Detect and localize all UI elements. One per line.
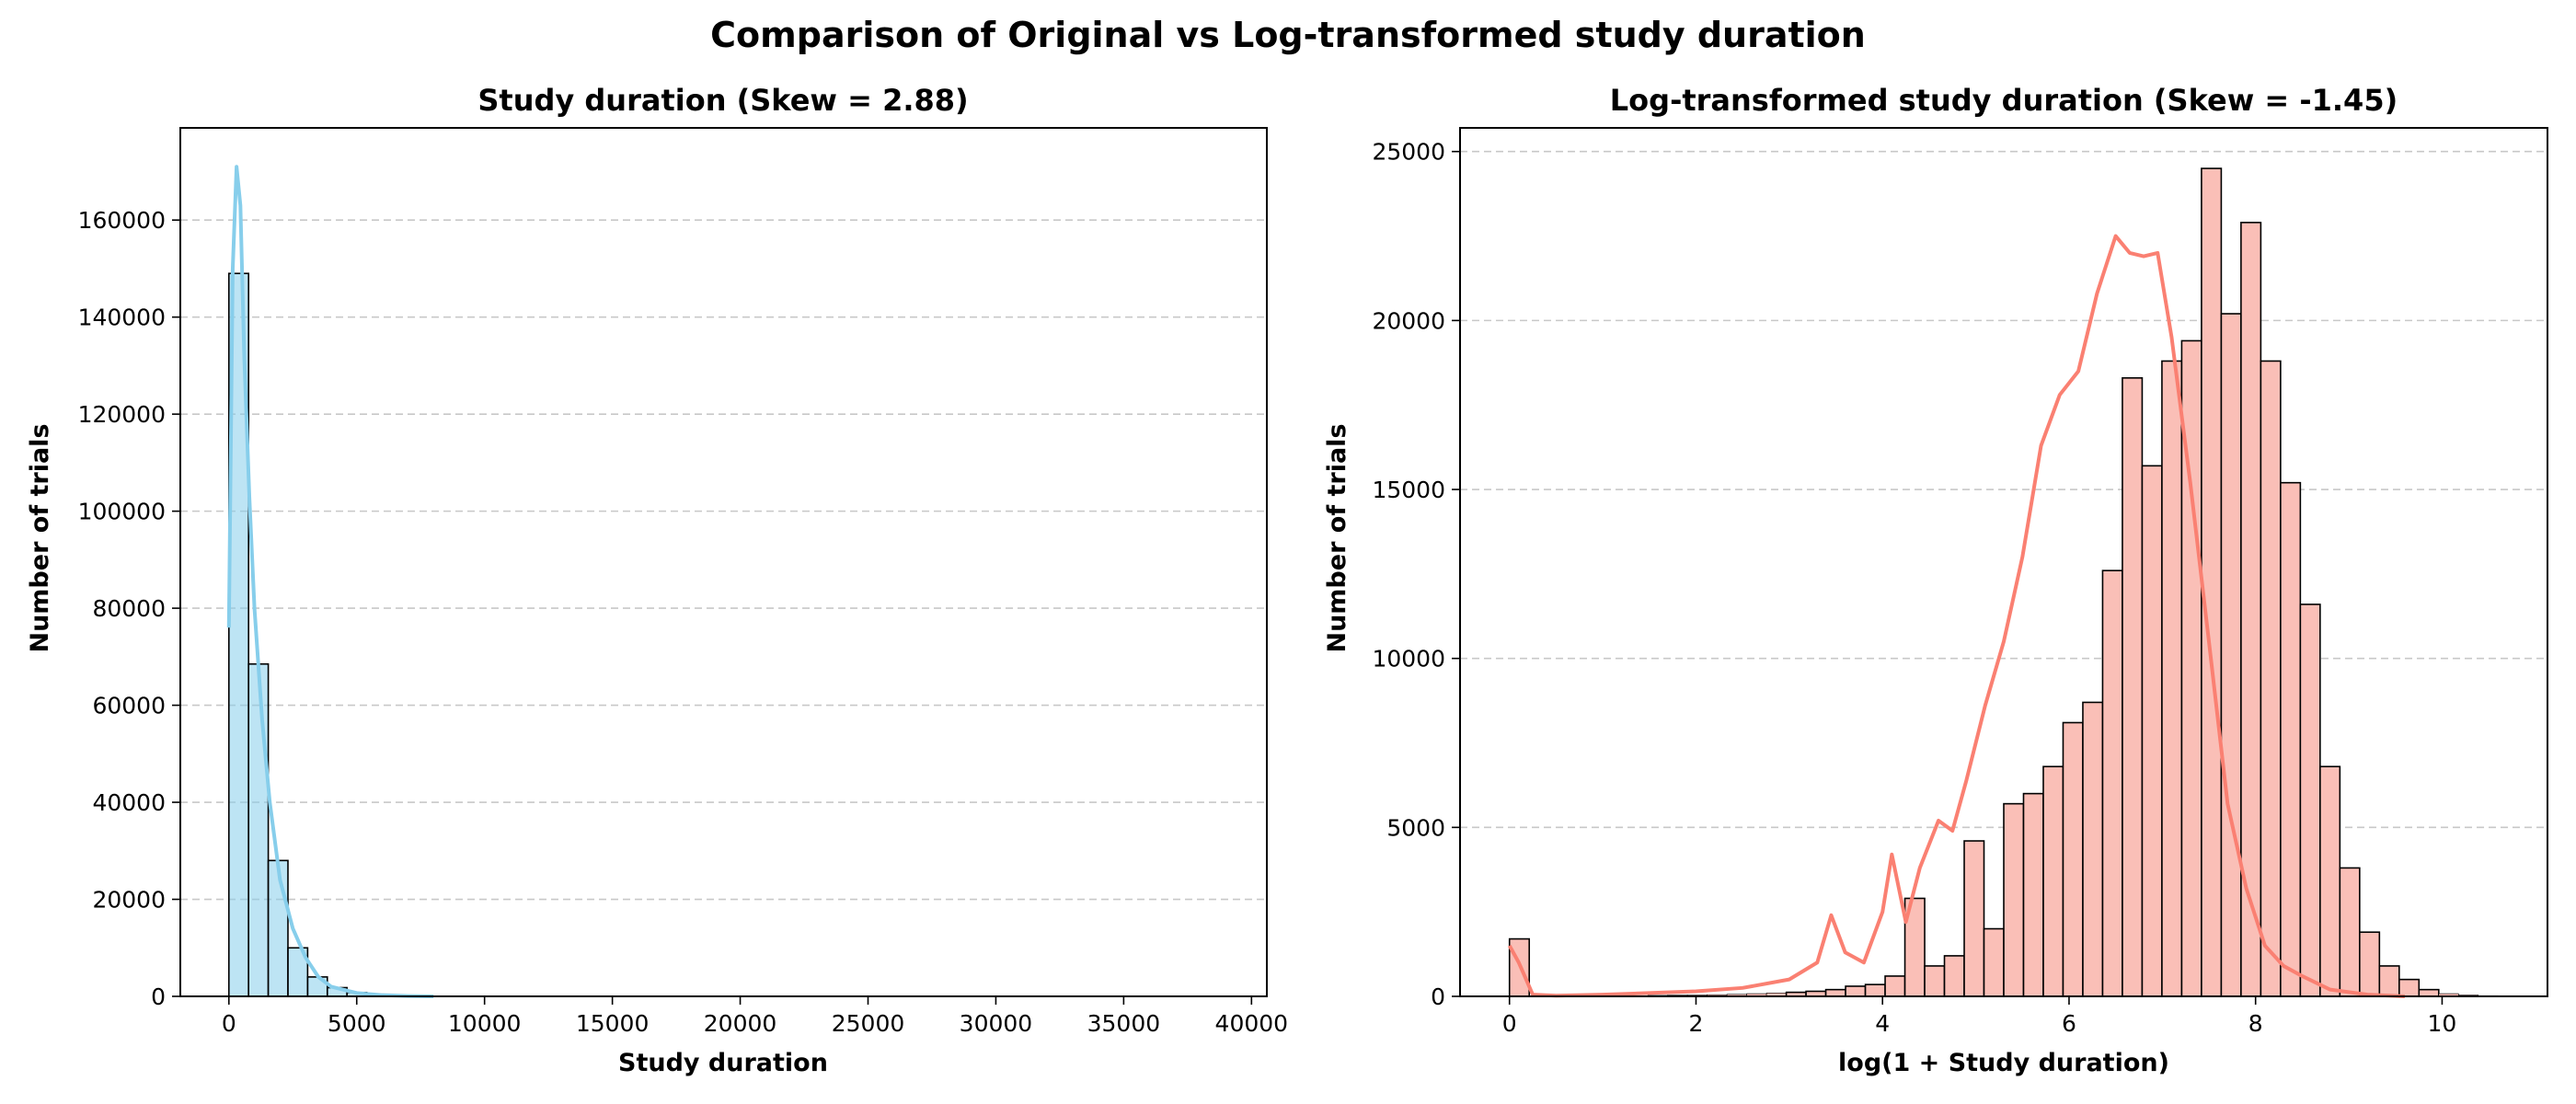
y-tick-label: 140000 [78,305,166,331]
x-tick-label: 15000 [576,1010,650,1037]
x-tick-label: 30000 [960,1010,1033,1037]
y-tick-label: 15000 [1372,477,1445,503]
histogram-bar [2378,965,2400,997]
axes-frame [1459,127,2548,997]
kde-line [1507,234,2405,998]
histogram-bar [1983,927,2005,997]
histogram-bar [2299,604,2321,997]
x-tick-label: 6 [2062,1010,2076,1037]
histogram-bar [2359,931,2381,997]
x-axis-label: log(1 + Study duration) [1838,1049,2169,1077]
histogram-bar [2082,701,2104,997]
x-tick-label: 10000 [448,1010,522,1037]
x-axis-label: Study duration [618,1049,828,1077]
histogram-bar [2122,377,2144,997]
y-tick-label: 100000 [78,499,166,525]
y-tick-label: 120000 [78,401,166,428]
axes-frame [179,127,1268,997]
histogram-bar [2062,721,2084,997]
histogram-bar [1824,988,1846,997]
y-axis-label: Number of trials [26,423,54,652]
y-tick-label: 80000 [92,595,166,622]
x-tick-label: 40000 [1215,1010,1289,1037]
histogram-bar [2280,481,2302,997]
y-tick-label: 25000 [1372,139,1445,166]
kde-line [226,165,434,998]
x-tick-label: 20000 [704,1010,777,1037]
plot-area: 0 5000 10000 15000 20000 25000 30000 35000 40000… [78,127,1289,1037]
y-axis-label: Number of trials [1323,423,1351,652]
histogram-bar [2201,167,2223,997]
x-tick-label: 4 [1875,1010,1890,1037]
y-tick-label: 0 [1431,983,1445,1010]
histogram-bar [1845,985,1867,997]
chart-title: Study duration (Skew = 2.88) [477,83,968,118]
y-tick-label: 60000 [92,693,166,719]
chart-title: Log-transformed study duration (Skew = -… [1610,83,2398,118]
histogram-bar [2260,360,2282,997]
histogram-bar [2339,867,2361,997]
x-tick-label: 2 [1689,1010,1704,1037]
x-tick-label: 0 [1502,1010,1517,1037]
y-tick-label: 5000 [1386,814,1445,841]
y-tick-label: 0 [151,983,166,1010]
y-tick-label: 10000 [1372,646,1445,673]
histogram-bar [2101,569,2123,997]
histogram-bar [2220,313,2242,997]
x-tick-label: 25000 [832,1010,905,1037]
x-tick-label: 5000 [328,1010,386,1037]
figure-suptitle: Comparison of Original vs Log-transforme… [710,15,1866,55]
histogram-bar [1884,975,1906,997]
x-tick-label: 0 [222,1010,236,1037]
y-tick-label: 20000 [92,887,166,914]
histogram-bar [1943,955,1965,997]
histogram-bar [2141,465,2163,997]
histogram-bar [2319,765,2341,997]
x-tick-label: 10 [2428,1010,2457,1037]
histogram-bar [2161,360,2183,997]
histogram-bar [2398,978,2421,997]
x-tick-label: 8 [2248,1010,2263,1037]
y-tick-label: 20000 [1372,307,1445,334]
y-tick-label: 160000 [78,207,166,234]
histogram-bar [1864,983,1886,997]
plot-area: 0 2 4 6 8 10 0 5000 10000 15000 20000 25000 [1372,127,2548,1037]
histogram-bar [2042,765,2064,997]
histogram-bar [2003,802,2025,997]
y-tick-label: 40000 [92,789,166,816]
x-tick-label: 35000 [1087,1010,1161,1037]
histogram-bar [1963,840,1985,997]
histogram-bar [2022,792,2044,997]
histogram-bar [2418,988,2440,997]
histogram-bar [1924,965,1946,997]
